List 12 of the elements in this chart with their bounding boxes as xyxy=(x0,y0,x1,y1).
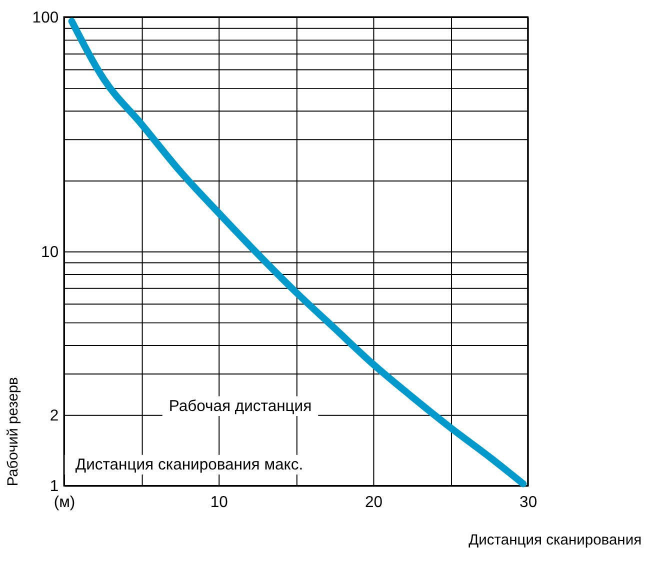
x-tick-label: 30 xyxy=(520,494,538,511)
x-axis-title: Дистанция сканирования xyxy=(468,532,642,548)
y-tick-label: 100 xyxy=(32,9,59,26)
annotation: Рабочая дистанция xyxy=(168,398,312,416)
y-tick-label: 1 xyxy=(50,478,59,496)
y-axis-title: Рабочий резерв xyxy=(6,376,22,486)
x-tick-label: 20 xyxy=(364,494,383,511)
y-tick-label: 10 xyxy=(41,244,59,261)
x-tick-label: 10 xyxy=(210,494,228,511)
x-tick-label: (м) xyxy=(54,494,76,511)
annotation: Дистанция сканирования макс. xyxy=(75,456,304,474)
y-tick-label: 2 xyxy=(50,408,59,425)
